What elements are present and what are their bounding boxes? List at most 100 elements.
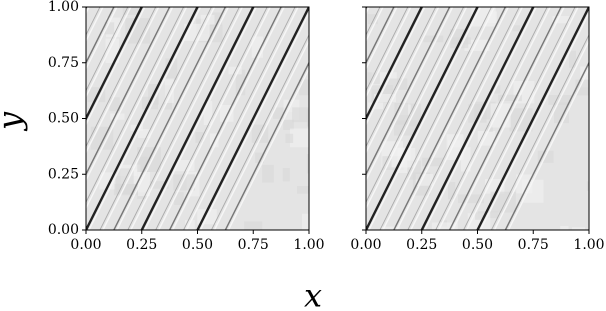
- x-tick-label: 0.00: [70, 237, 101, 253]
- heatmap-noise: [285, 133, 294, 144]
- stripe: [448, 7, 562, 230]
- heatmap-noise: [262, 164, 274, 183]
- stripe: [407, 7, 520, 230]
- stripe-halo: [227, 67, 309, 230]
- x-tick-label: 0.75: [238, 237, 269, 253]
- heatmap: [86, 7, 309, 230]
- heatmap-noise: [299, 79, 309, 96]
- heatmap-noise: [460, 147, 471, 172]
- heatmap-noise: [367, 14, 378, 25]
- x-tick-label: 0.50: [182, 237, 213, 253]
- x-tick-label: 0.25: [126, 237, 157, 253]
- stripe: [127, 7, 240, 230]
- heatmap-noise: [383, 78, 408, 90]
- heatmap-noise: [173, 159, 195, 172]
- stripe-halo: [158, 7, 272, 230]
- stripe-halo: [410, 7, 524, 230]
- stripe-halo: [424, 7, 538, 230]
- heatmap-noise: [464, 39, 490, 51]
- stripe: [420, 7, 535, 230]
- stripe-halo: [438, 7, 552, 230]
- stripe: [366, 7, 451, 176]
- heatmap-noise: [173, 174, 195, 191]
- heatmap-noise: [569, 50, 577, 68]
- heatmap-noise: [306, 108, 309, 127]
- stripe-halo: [185, 7, 299, 230]
- x-tick-label: 0.25: [406, 237, 437, 253]
- heatmap-noise: [282, 167, 290, 182]
- heatmap-noise: [374, 93, 396, 103]
- stripe-halo: [479, 11, 589, 230]
- stripe: [379, 7, 492, 230]
- stripe-halo: [213, 39, 309, 230]
- stripe: [463, 7, 576, 230]
- stripe: [183, 7, 296, 230]
- stripe: [196, 7, 309, 230]
- heatmap-noise: [586, 181, 589, 191]
- heatmap-noise: [137, 128, 151, 139]
- heatmap-noise: [104, 22, 115, 35]
- x-axis-label: x: [304, 277, 322, 311]
- heatmap-noise: [457, 194, 484, 204]
- x-tick-label: 0.00: [350, 237, 381, 253]
- heatmap-noise: [137, 172, 151, 197]
- stripe-halo: [130, 7, 244, 230]
- heatmap-noise: [367, 72, 380, 85]
- stripe-halo: [88, 7, 202, 230]
- stripe: [476, 7, 589, 230]
- heatmap-noise: [165, 58, 178, 81]
- heatmap-noise: [122, 7, 142, 15]
- stripe-halo: [171, 7, 285, 230]
- stripe-halo: [451, 7, 565, 230]
- y-tick-label: 0.75: [48, 55, 79, 71]
- heatmap-noise: [306, 153, 309, 174]
- stripe: [86, 7, 199, 230]
- stripe: [211, 33, 309, 230]
- y-tick-label: 0.25: [48, 166, 79, 182]
- stripe-halo: [144, 7, 258, 230]
- x-tick-label: 1.00: [293, 237, 324, 253]
- stripe: [113, 7, 227, 230]
- heatmap-noise: [301, 213, 309, 230]
- stripe: [504, 61, 589, 230]
- heatmap-noise: [409, 103, 422, 127]
- heatmap-noise: [422, 157, 444, 167]
- stripe: [155, 7, 268, 230]
- stripe: [366, 7, 479, 230]
- stripe: [140, 7, 255, 230]
- stripe: [393, 7, 507, 230]
- stripe-halo: [102, 7, 216, 230]
- stripe: [366, 7, 465, 204]
- heatmap-noise: [560, 225, 569, 230]
- stripe: [168, 7, 282, 230]
- heatmap-noise: [415, 174, 433, 186]
- stripe: [224, 61, 309, 230]
- heatmap-noise: [195, 132, 204, 143]
- stripe-halo: [507, 67, 589, 230]
- heatmap-noise: [394, 102, 409, 125]
- heatmap-noise: [448, 182, 456, 200]
- heatmap-noise: [512, 25, 521, 32]
- y-tick-label: 0.00: [48, 222, 79, 238]
- heatmap-noise: [251, 36, 264, 58]
- heatmap-noise: [575, 79, 589, 96]
- heatmap-noise: [498, 94, 522, 102]
- stripe-halo: [199, 11, 309, 230]
- stripe-halo: [366, 7, 454, 182]
- heatmap-noise: [235, 69, 246, 96]
- heatmap-noise: [185, 220, 195, 230]
- stripe: [435, 7, 548, 230]
- heatmap-noise: [289, 128, 309, 148]
- heatmap-noise: [296, 185, 309, 194]
- heatmap: [366, 7, 589, 230]
- y-tick-label: 1.00: [48, 0, 79, 15]
- heatmap-noise: [487, 11, 497, 24]
- heatmap-noise: [516, 174, 533, 194]
- stripe-halo: [465, 7, 579, 230]
- heatmap-noise: [283, 111, 294, 131]
- heatmap-noise: [255, 152, 264, 164]
- heatmap-noise: [572, 227, 585, 230]
- heatmap-noise: [105, 38, 119, 64]
- y-tick-label: 0.50: [48, 111, 79, 127]
